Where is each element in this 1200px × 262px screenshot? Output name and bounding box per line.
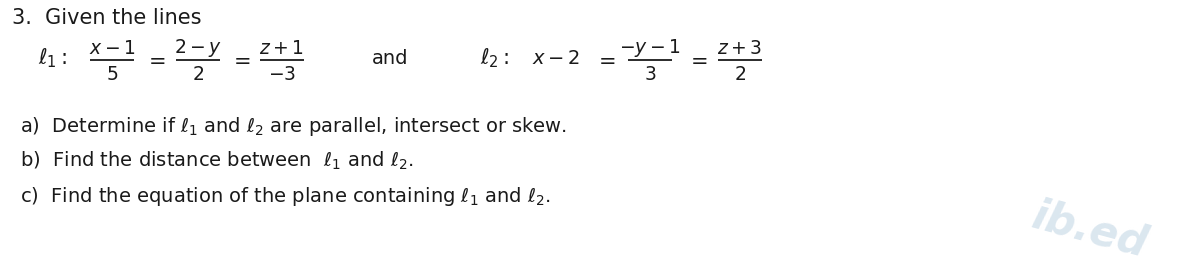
Text: $=$: $=$ bbox=[594, 50, 616, 70]
Text: c)  Find the equation of the plane containing $\ell_1$ and $\ell_2$.: c) Find the equation of the plane contai… bbox=[20, 185, 551, 208]
Text: 3.  Given the lines: 3. Given the lines bbox=[12, 8, 202, 28]
Text: $\ell_1:$: $\ell_1:$ bbox=[38, 46, 68, 70]
Text: b)  Find the distance between  $\ell_1$ and $\ell_2$.: b) Find the distance between $\ell_1$ an… bbox=[20, 150, 414, 172]
Text: $3$: $3$ bbox=[644, 64, 656, 84]
Text: $x-1$: $x-1$ bbox=[89, 39, 136, 57]
Text: $z+3$: $z+3$ bbox=[718, 39, 763, 57]
Text: $2$: $2$ bbox=[734, 64, 746, 84]
Text: $2-y$: $2-y$ bbox=[174, 37, 222, 59]
Text: a)  Determine if $\ell_1$ and $\ell_2$ are parallel, intersect or skew.: a) Determine if $\ell_1$ and $\ell_2$ ar… bbox=[20, 115, 566, 138]
Text: $x - 2$: $x - 2$ bbox=[532, 48, 580, 68]
Text: $5$: $5$ bbox=[106, 64, 118, 84]
Text: $=$: $=$ bbox=[686, 50, 708, 70]
Text: $-3$: $-3$ bbox=[268, 64, 296, 84]
Text: $2$: $2$ bbox=[192, 64, 204, 84]
Text: $\ell_2:$: $\ell_2:$ bbox=[480, 46, 510, 70]
Text: and: and bbox=[372, 48, 408, 68]
Text: $=$: $=$ bbox=[229, 50, 251, 70]
Text: $z+1$: $z+1$ bbox=[259, 39, 305, 57]
Text: ib.ed: ib.ed bbox=[1027, 194, 1152, 262]
Text: $-y-1$: $-y-1$ bbox=[619, 37, 680, 59]
Text: $=$: $=$ bbox=[144, 50, 166, 70]
